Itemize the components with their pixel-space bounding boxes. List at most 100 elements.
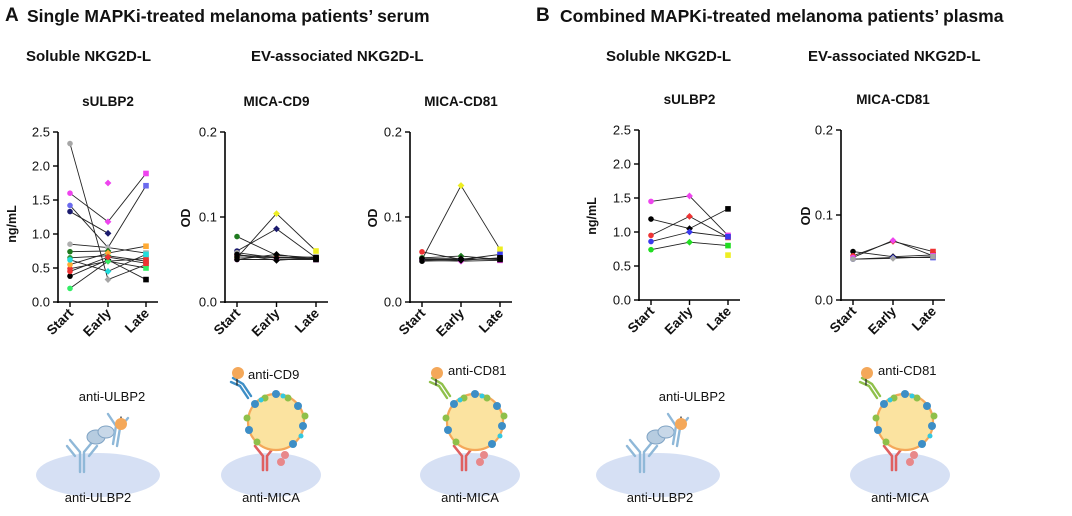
y-tick-label: 0.0 — [815, 293, 833, 308]
data-point — [419, 249, 425, 255]
x-tick-label: Early — [433, 305, 467, 339]
data-point — [273, 225, 280, 233]
y-tick-label: 0.1 — [384, 210, 402, 225]
data-point — [143, 255, 149, 262]
series-line-segment — [689, 231, 729, 238]
well-bottom — [221, 453, 321, 497]
series-4 — [67, 208, 112, 237]
data-point — [648, 232, 654, 239]
chart-title: sULBP2 — [82, 94, 134, 109]
data-point — [67, 268, 73, 275]
panel-a-ev-heading: EV-associated NKG2D-L — [251, 48, 424, 65]
data-point — [143, 251, 149, 258]
data-point — [143, 243, 149, 250]
y-tick-label: 0.0 — [199, 295, 217, 310]
well-bottom — [850, 453, 950, 497]
series-line-segment — [421, 185, 462, 260]
ev-tetraspanin-markers — [887, 393, 933, 439]
y-axis-label: ng/mL — [5, 205, 19, 243]
series-2 — [67, 170, 149, 226]
series-line-segment — [276, 213, 317, 252]
data-point — [889, 237, 897, 244]
series-line-segment — [107, 256, 147, 264]
y-axis-label: OD — [799, 207, 813, 226]
series-line-segment — [69, 260, 109, 289]
panel-b-title: Combined MAPKi-treated melanoma patients… — [560, 6, 1004, 26]
y-tick-label: 0.2 — [384, 125, 402, 140]
label-anti-mica-bottom: anti-MICA — [242, 490, 300, 505]
data-point — [143, 276, 149, 283]
series-line-segment — [236, 228, 277, 252]
series-4 — [648, 228, 731, 245]
x-tick-label: Late — [704, 303, 735, 334]
panel-a-title: Single MAPKi-treated melanoma patients’ … — [27, 6, 430, 26]
reporter-bead — [232, 367, 244, 379]
panel-b-ev-heading: EV-associated NKG2D-L — [808, 48, 981, 65]
data-point — [648, 238, 654, 245]
series-line-segment — [69, 255, 109, 259]
series-9 — [234, 251, 319, 264]
data-point — [313, 255, 319, 261]
y-tick-label: 2.0 — [32, 159, 50, 174]
chart-a_cd9: MICA-CD9 OD 0.0 0.1 0.2 Start Early Late — [179, 94, 328, 339]
series-line-segment — [650, 195, 690, 202]
label-anti-ulbp2-top: anti-ULBP2 — [659, 389, 725, 404]
series-5 — [850, 253, 936, 263]
y-tick-label: 1.0 — [613, 225, 631, 240]
series-line-segment — [650, 218, 690, 230]
series-line-segment — [107, 253, 147, 272]
series-line-segment — [69, 259, 109, 277]
x-tick-label: Early — [865, 303, 899, 337]
y-axis-label: ng/mL — [585, 197, 599, 235]
y-tick-label: 2.0 — [613, 157, 631, 172]
series-11 — [67, 243, 149, 268]
label-anti-cd9-top: anti-CD9 — [248, 367, 299, 382]
data-point — [930, 248, 936, 255]
data-point — [67, 285, 73, 292]
y-tick-label: 0.0 — [613, 293, 631, 308]
series-5 — [648, 238, 731, 253]
series-line-segment — [650, 215, 690, 236]
series-line-segment — [107, 185, 147, 248]
data-point — [67, 257, 73, 263]
assay-a-sulbp2: anti-ULBP2 anti-ULBP2 — [36, 389, 160, 505]
data-point — [725, 233, 731, 240]
ev-tetraspanin-markers — [258, 393, 304, 439]
ulbp2-protein — [86, 425, 115, 445]
series-line-segment — [69, 252, 109, 266]
series-line-segment — [236, 252, 277, 259]
series-7 — [67, 247, 112, 255]
ev-tetraspanin-markers — [457, 393, 503, 439]
series-line-segment — [69, 192, 109, 223]
series-13 — [67, 257, 149, 292]
series-line-segment — [107, 260, 147, 269]
data-point — [648, 216, 654, 222]
series-line-segment — [107, 259, 147, 280]
series-line-segment — [650, 231, 690, 242]
series-1 — [648, 192, 731, 239]
data-point — [234, 233, 240, 240]
data-point — [104, 276, 112, 283]
label-anti-cd81-top: anti-CD81 — [448, 363, 507, 378]
data-point — [457, 256, 465, 264]
ev-cd9-markers — [245, 390, 307, 448]
y-tick-label: 2.5 — [32, 125, 50, 140]
data-point — [497, 251, 503, 258]
reporter-bead — [861, 367, 873, 379]
ev-cd9-markers — [874, 390, 936, 448]
label-anti-ulbp2-bottom: anti-ULBP2 — [627, 490, 693, 505]
data-point — [143, 170, 149, 177]
x-tick-label: Late — [476, 305, 507, 336]
series-line-segment — [460, 259, 501, 262]
x-tick-label: Early — [80, 305, 114, 339]
data-point — [234, 251, 240, 258]
y-tick-label: 0.1 — [815, 208, 833, 223]
series-line-segment — [69, 259, 109, 272]
series-line-segment — [69, 211, 109, 234]
series-line-segment — [892, 240, 934, 257]
data-point — [497, 255, 503, 261]
series-line-segment — [689, 208, 729, 230]
y-tick-label: 0.5 — [613, 259, 631, 274]
